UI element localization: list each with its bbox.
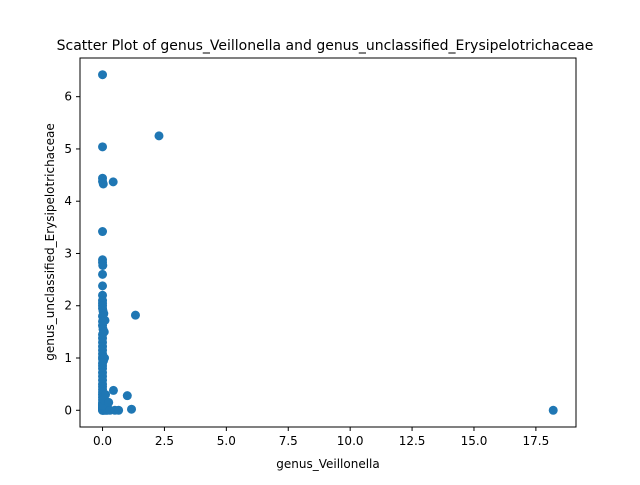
data-point	[104, 397, 114, 407]
y-tick-label: 4	[64, 194, 72, 208]
x-tick-label: 2.5	[155, 434, 174, 448]
x-tick-label: 0.0	[93, 434, 112, 448]
data-point	[98, 142, 108, 152]
y-axis: 0 1 2 3 4 5 6	[64, 90, 80, 417]
data-point	[122, 391, 132, 401]
x-tick-label: 17.5	[523, 434, 550, 448]
chart-title: Scatter Plot of genus_Veillonella and ge…	[57, 38, 594, 54]
data-point	[98, 70, 108, 80]
data-point	[98, 179, 108, 189]
data-point	[98, 281, 108, 291]
y-tick-label: 2	[64, 299, 72, 313]
plot-frame	[79, 57, 577, 428]
data-point	[548, 405, 558, 415]
data-point	[101, 390, 111, 400]
points-layer	[98, 70, 558, 415]
data-point	[114, 405, 124, 415]
x-axis-label: genus_Veillonella	[276, 457, 379, 471]
data-point	[127, 404, 137, 414]
y-tick-label: 6	[64, 90, 72, 104]
data-point	[98, 269, 108, 279]
data-point	[108, 385, 118, 395]
data-point	[98, 261, 108, 270]
x-tick-label: 5.0	[217, 434, 236, 448]
y-tick-label: 0	[64, 403, 72, 417]
x-tick-label: 15.0	[461, 434, 488, 448]
data-point	[98, 227, 108, 237]
y-axis-label: genus_unclassified_Erysipelotrichaceae	[43, 123, 57, 360]
x-tick-label: 10.0	[337, 434, 364, 448]
data-point	[154, 131, 164, 141]
y-tick-label: 1	[64, 351, 72, 365]
y-tick-label: 3	[64, 246, 72, 260]
data-point	[130, 310, 140, 320]
data-point	[108, 177, 118, 187]
x-tick-label: 7.5	[279, 434, 298, 448]
x-axis: 0.0 2.5 5.0 7.5 10.0 12.5 15.0 17.5	[93, 427, 549, 448]
x-tick-label: 12.5	[399, 434, 426, 448]
y-tick-label: 5	[64, 142, 72, 156]
